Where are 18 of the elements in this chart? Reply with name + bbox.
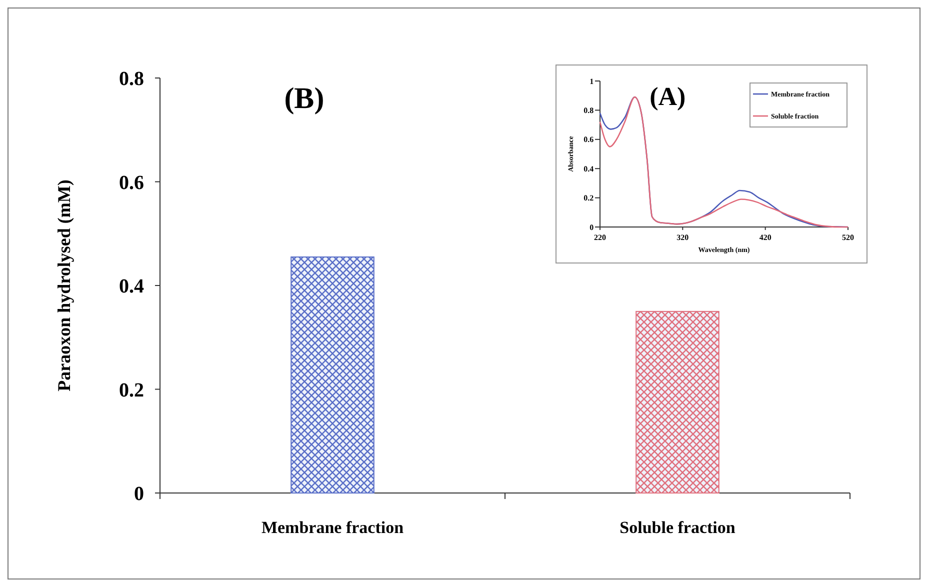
y-tick-label: 0.4 bbox=[119, 276, 144, 298]
y-tick-label: 0.8 bbox=[584, 106, 594, 115]
y-tick-label: 0 bbox=[590, 222, 594, 232]
x-tick-label: 220 bbox=[594, 233, 606, 242]
y-tick-label: 0.2 bbox=[119, 379, 144, 402]
y-tick-label: 0.4 bbox=[584, 164, 594, 174]
x-tick-label: 420 bbox=[759, 233, 772, 242]
y-tick-label: 0 bbox=[134, 483, 144, 505]
y-tick-label: 1 bbox=[590, 76, 594, 86]
y-tick-label: 0.6 bbox=[584, 135, 594, 144]
y-tick-label: 0.8 bbox=[119, 68, 144, 90]
y-tick-label: 0.6 bbox=[119, 172, 144, 194]
y-axis-title: Paraoxon hydrolysed (mM) bbox=[54, 180, 74, 392]
x-tick-label: 520 bbox=[842, 233, 854, 242]
x-tick-label: 320 bbox=[676, 233, 689, 242]
chart-title: (B) bbox=[284, 82, 324, 115]
chart-title: (A) bbox=[650, 82, 686, 111]
y-tick-label: 0.2 bbox=[584, 194, 594, 203]
